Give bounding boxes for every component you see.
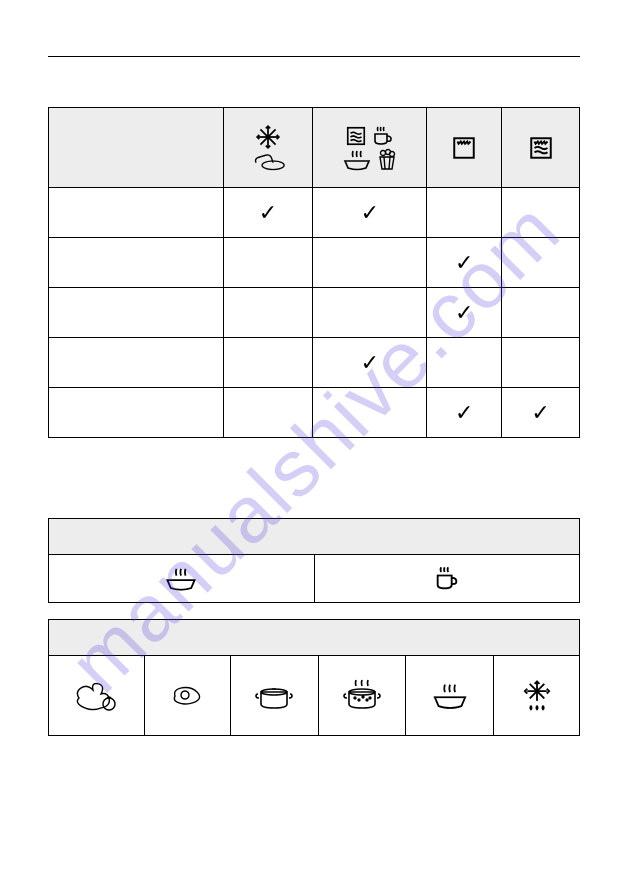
cup-steam-icon — [371, 124, 395, 148]
dish-steam-icon — [431, 681, 469, 711]
butter-icon — [251, 150, 285, 172]
table-header-row — [49, 620, 580, 656]
reheat-table — [48, 518, 580, 603]
cell — [502, 338, 580, 388]
popcorn-icon — [376, 148, 398, 172]
microwave-lines-icon — [345, 125, 367, 147]
cell: ✓ — [427, 238, 502, 288]
cell — [223, 388, 313, 438]
cell — [223, 288, 313, 338]
header-cell — [49, 620, 580, 656]
cell-defrost-drops — [494, 656, 580, 736]
cell-cup — [314, 555, 580, 603]
cell — [313, 388, 427, 438]
dish-steam-icon — [342, 149, 372, 171]
cell-pot-steaming — [318, 656, 406, 736]
check-icon: ✓ — [361, 200, 379, 225]
header-cell — [49, 519, 580, 555]
vegetables-icon — [71, 678, 121, 714]
table-row: ✓ — [49, 288, 580, 338]
cell — [49, 338, 224, 388]
cell — [49, 188, 224, 238]
pot-steaming-icon — [341, 678, 383, 714]
page-content: ✓ ✓ ✓ ✓ ✓ ✓ — [48, 0, 580, 736]
header-cell-reheat — [313, 108, 427, 188]
check-icon: ✓ — [259, 200, 277, 225]
cell — [502, 238, 580, 288]
cup-steam-icon — [433, 565, 461, 593]
snowflake-icon — [255, 124, 281, 150]
oven-top-icon — [451, 135, 477, 161]
cell: ✓ — [223, 188, 313, 238]
cell — [502, 288, 580, 338]
header-cell-oven-top — [427, 108, 502, 188]
cell — [49, 238, 224, 288]
cell-vegetables — [49, 656, 145, 736]
cell: ✓ — [427, 288, 502, 338]
cell — [313, 238, 427, 288]
cell — [49, 388, 224, 438]
cell — [427, 338, 502, 388]
table-header-row — [49, 108, 580, 188]
cell — [502, 188, 580, 238]
header-cell-oven-lines — [502, 108, 580, 188]
table-row — [49, 656, 580, 736]
header-rule — [48, 56, 580, 57]
cell: ✓ — [502, 388, 580, 438]
check-icon: ✓ — [455, 300, 473, 325]
table-row: ✓ — [49, 338, 580, 388]
feature-table: ✓ ✓ ✓ ✓ ✓ ✓ — [48, 107, 580, 438]
cell-dish — [406, 656, 494, 736]
cell-dish — [49, 555, 315, 603]
check-icon: ✓ — [531, 400, 549, 425]
table-header-row — [49, 519, 580, 555]
header-cell-blank — [49, 108, 224, 188]
cell — [313, 288, 427, 338]
check-icon: ✓ — [361, 350, 379, 375]
oven-lines-icon — [528, 135, 554, 161]
cell: ✓ — [313, 338, 427, 388]
cooking-table — [48, 619, 580, 736]
snowflake-drops-icon — [522, 679, 552, 713]
cell — [223, 338, 313, 388]
table-row — [49, 555, 580, 603]
cell — [427, 188, 502, 238]
cell — [223, 238, 313, 288]
cell — [49, 288, 224, 338]
header-cell-defrost — [223, 108, 313, 188]
cell: ✓ — [427, 388, 502, 438]
check-icon: ✓ — [455, 400, 473, 425]
check-icon: ✓ — [455, 250, 473, 275]
cell-egg — [144, 656, 230, 736]
table-row: ✓ — [49, 238, 580, 288]
cell: ✓ — [313, 188, 427, 238]
fried-egg-icon — [169, 684, 205, 708]
dish-steam-icon — [164, 566, 198, 592]
pot-icon — [253, 680, 295, 712]
table-row: ✓ ✓ — [49, 188, 580, 238]
table-row: ✓ ✓ — [49, 388, 580, 438]
cell-pot — [230, 656, 318, 736]
